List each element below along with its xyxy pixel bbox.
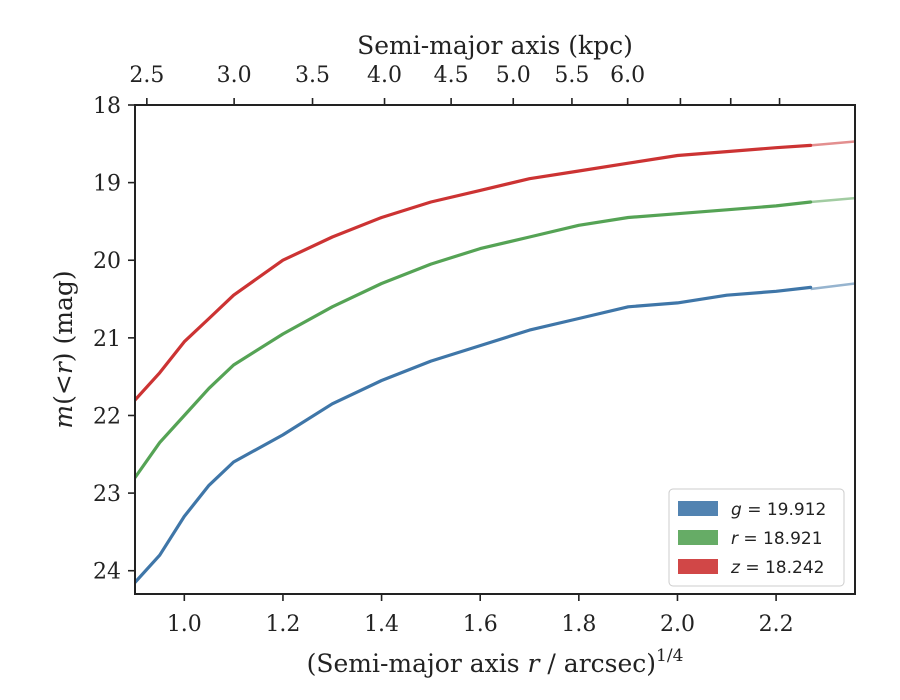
series-line-r bbox=[135, 200, 813, 480]
y-tick-label: 18 bbox=[93, 94, 121, 119]
y-tick-label: 20 bbox=[93, 249, 121, 274]
legend-label-z: z = 18.242 bbox=[730, 558, 824, 578]
plot-frame bbox=[134, 104, 856, 595]
plot-layer bbox=[135, 140, 855, 585]
series-extension-g bbox=[810, 282, 855, 291]
legend-label-r: r = 18.921 bbox=[731, 529, 823, 549]
top-axis-title: Semi-major axis (kpc) bbox=[357, 31, 633, 60]
series-extension-z bbox=[810, 140, 855, 147]
y-tick-label: 23 bbox=[93, 482, 121, 507]
top-tick-label: 6.0 bbox=[610, 63, 645, 88]
x-tick-label: 1.4 bbox=[364, 612, 399, 637]
top-tick-label: 3.0 bbox=[217, 63, 252, 88]
y-tick-label: 19 bbox=[93, 172, 121, 197]
x-tick-label: 1.2 bbox=[265, 612, 300, 637]
legend-swatch-r bbox=[678, 530, 718, 545]
x-tick-label: 1.8 bbox=[561, 612, 596, 637]
legend-label-g: g = 19.912 bbox=[731, 500, 826, 520]
series-line-g bbox=[135, 285, 813, 585]
x-tick-label: 2.0 bbox=[660, 612, 695, 637]
x-tick-label: 1.6 bbox=[463, 612, 498, 637]
top-tick-label: 4.0 bbox=[367, 63, 402, 88]
axes-layer: 1.0 1.2 1.4 1.6 1.8 2.0 2.2 2.5 3.0 3.5 4.0 4.5 5.0 5… bbox=[49, 31, 856, 678]
y-tick-label: 24 bbox=[93, 560, 121, 585]
y-tick-label: 22 bbox=[93, 404, 121, 429]
legend: g = 19.912 r = 18.921 z = 18.242 bbox=[668, 488, 845, 587]
y-axis-title: m(<r) (mag) bbox=[49, 270, 78, 428]
legend-swatch-z bbox=[678, 559, 718, 574]
top-tick-label: 5.5 bbox=[554, 63, 589, 88]
y-tick-label: 21 bbox=[93, 327, 121, 352]
legend-swatch-g bbox=[678, 501, 718, 516]
top-tick-label: 4.5 bbox=[434, 63, 469, 88]
top-tick-label: 3.5 bbox=[295, 63, 330, 88]
x-tick-label: 2.2 bbox=[759, 612, 794, 637]
x-tick-label: 1.0 bbox=[167, 612, 202, 637]
top-tick-label: 5.0 bbox=[496, 63, 531, 88]
top-tick-label: 2.5 bbox=[129, 63, 164, 88]
bottom-axis-title: (Semi-major axis r / arcsec)1/4 bbox=[307, 646, 684, 678]
series-line-z bbox=[135, 143, 813, 402]
series-extension-r bbox=[810, 196, 855, 204]
